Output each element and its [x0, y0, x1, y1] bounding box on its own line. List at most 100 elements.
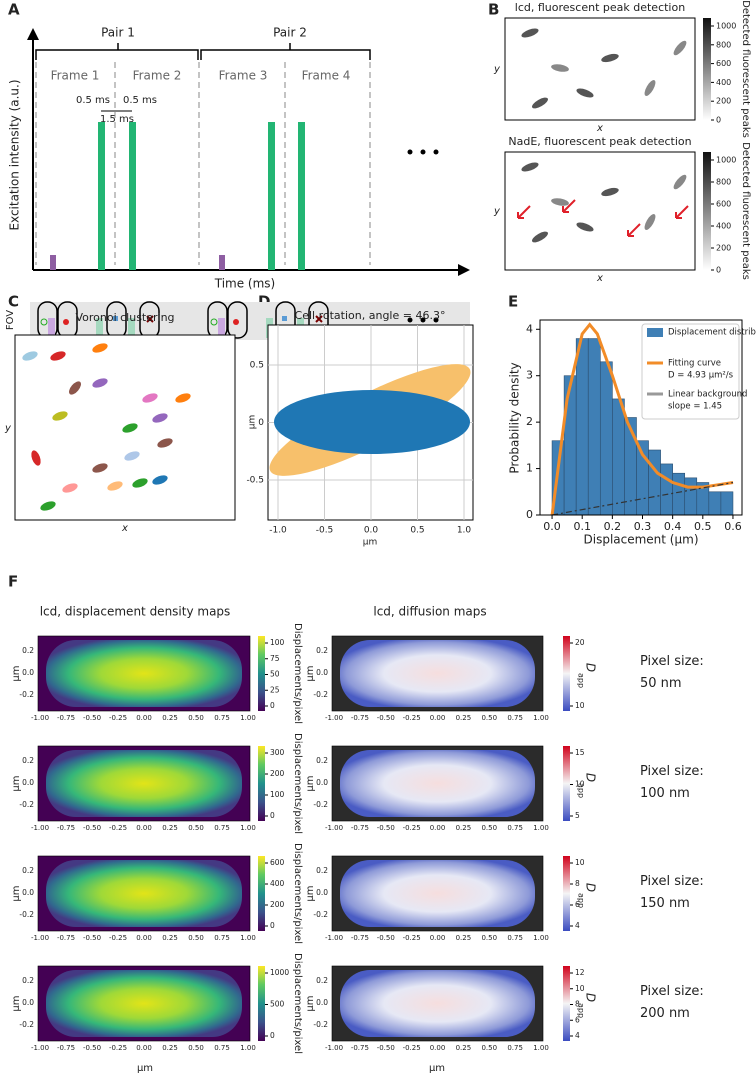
- x-tick-label: 0.1: [573, 520, 591, 533]
- label: 0.0: [22, 998, 34, 1007]
- label: 0.00: [136, 824, 152, 832]
- heatmap-frame: [331, 965, 544, 1042]
- label: 5: [575, 811, 580, 820]
- cell-spots: [532, 97, 548, 109]
- label: -0.50: [83, 1044, 101, 1052]
- colorbar: [703, 18, 711, 120]
- label: 0.2: [316, 756, 328, 765]
- label: -0.75: [57, 714, 75, 722]
- arrow-head: [458, 264, 470, 276]
- cell-spots: [551, 64, 569, 72]
- label: -0.50: [377, 714, 395, 722]
- label: 4: [575, 921, 580, 930]
- bar: [563, 375, 577, 516]
- label: Pair 2: [273, 26, 307, 40]
- label: μm: [305, 775, 316, 791]
- label: Pixel size:: [640, 764, 704, 779]
- label: Displacements/pixel: [292, 623, 303, 724]
- panel-label: E: [508, 293, 518, 311]
- colorbar: [563, 746, 570, 821]
- label: 0.0: [316, 668, 328, 677]
- label: 800: [716, 40, 731, 49]
- cell-spots: [576, 88, 594, 98]
- cluster: [107, 481, 123, 491]
- label: 50 nm: [640, 676, 682, 691]
- label: 0.0: [22, 668, 34, 677]
- bar: [648, 449, 661, 516]
- legend-label: Fitting curve: [668, 359, 721, 369]
- label: 15: [575, 748, 585, 757]
- label: 0.2: [22, 976, 34, 985]
- label: -0.75: [351, 934, 369, 942]
- peak-map: [504, 151, 696, 271]
- x-tick-label: 0.4: [664, 520, 682, 533]
- label: 0.00: [430, 934, 446, 942]
- cell-spots: [601, 187, 619, 197]
- label: D: [584, 663, 598, 672]
- pulse: [129, 122, 136, 270]
- heatmap: [46, 750, 242, 817]
- label: μm: [305, 665, 316, 681]
- label: 0.75: [214, 714, 230, 722]
- label: 0.5 ms: [123, 95, 157, 106]
- label: 10: [575, 701, 585, 710]
- label: 150 nm: [640, 896, 690, 911]
- heatmap-frame: [37, 855, 251, 932]
- label: 0.0: [316, 778, 328, 787]
- label: 1.00: [240, 824, 256, 832]
- label: -0.5: [316, 526, 334, 536]
- cell-spots: [601, 53, 619, 63]
- cell-spots: [521, 28, 539, 38]
- heatmap-frame: [331, 635, 544, 712]
- heatmap: [46, 640, 242, 707]
- label: -0.75: [351, 714, 369, 722]
- cell-spots: [673, 40, 687, 56]
- label: y: [493, 64, 501, 75]
- label: Displacements/pixel: [292, 953, 303, 1054]
- label: x: [121, 523, 128, 534]
- label: Cell rotation, angle = 46.3°: [295, 309, 446, 322]
- label: D: [584, 883, 598, 892]
- label: app: [577, 783, 586, 798]
- legend-label: Displacement distribution: [668, 328, 756, 338]
- ellipsis-dot: [407, 317, 413, 323]
- cell-spots: [551, 198, 569, 206]
- bracket: [35, 43, 199, 60]
- label: 4: [575, 1031, 580, 1040]
- label: lcd, diffusion maps: [373, 605, 486, 619]
- heatmap: [46, 970, 242, 1037]
- label: -0.2: [313, 910, 328, 919]
- label: FOV: [5, 310, 16, 330]
- molecule: [63, 319, 69, 325]
- bar: [660, 463, 673, 516]
- label: 0.2: [22, 646, 34, 655]
- legend-label: slope = 1.45: [668, 402, 722, 412]
- label: 1.5 ms: [100, 114, 134, 125]
- arrow: [562, 199, 576, 213]
- label: 1000: [716, 22, 736, 31]
- pulse-mark: [48, 318, 55, 338]
- bar: [612, 398, 625, 516]
- label: 0.25: [456, 1044, 472, 1052]
- ellipsis-dot: [407, 149, 413, 155]
- label: 0.50: [481, 1044, 497, 1052]
- label: 0.50: [481, 824, 497, 832]
- label: 1.00: [240, 714, 256, 722]
- cluster: [31, 450, 41, 466]
- label: 0.00: [136, 934, 152, 942]
- label: D: [584, 773, 598, 782]
- label: 300: [270, 748, 285, 757]
- cluster: [69, 381, 81, 395]
- cluster: [122, 423, 138, 433]
- x-tick-label: 0.0: [543, 520, 561, 533]
- label: 400: [716, 222, 731, 231]
- legend-swatch: [647, 328, 663, 337]
- molecule: [282, 316, 287, 321]
- label: 0.25: [162, 934, 178, 942]
- label: μm: [11, 995, 22, 1011]
- arrow: [627, 223, 641, 237]
- arrow: [517, 205, 531, 219]
- label: 500: [270, 1000, 285, 1009]
- y-tick-label: 1: [526, 462, 533, 475]
